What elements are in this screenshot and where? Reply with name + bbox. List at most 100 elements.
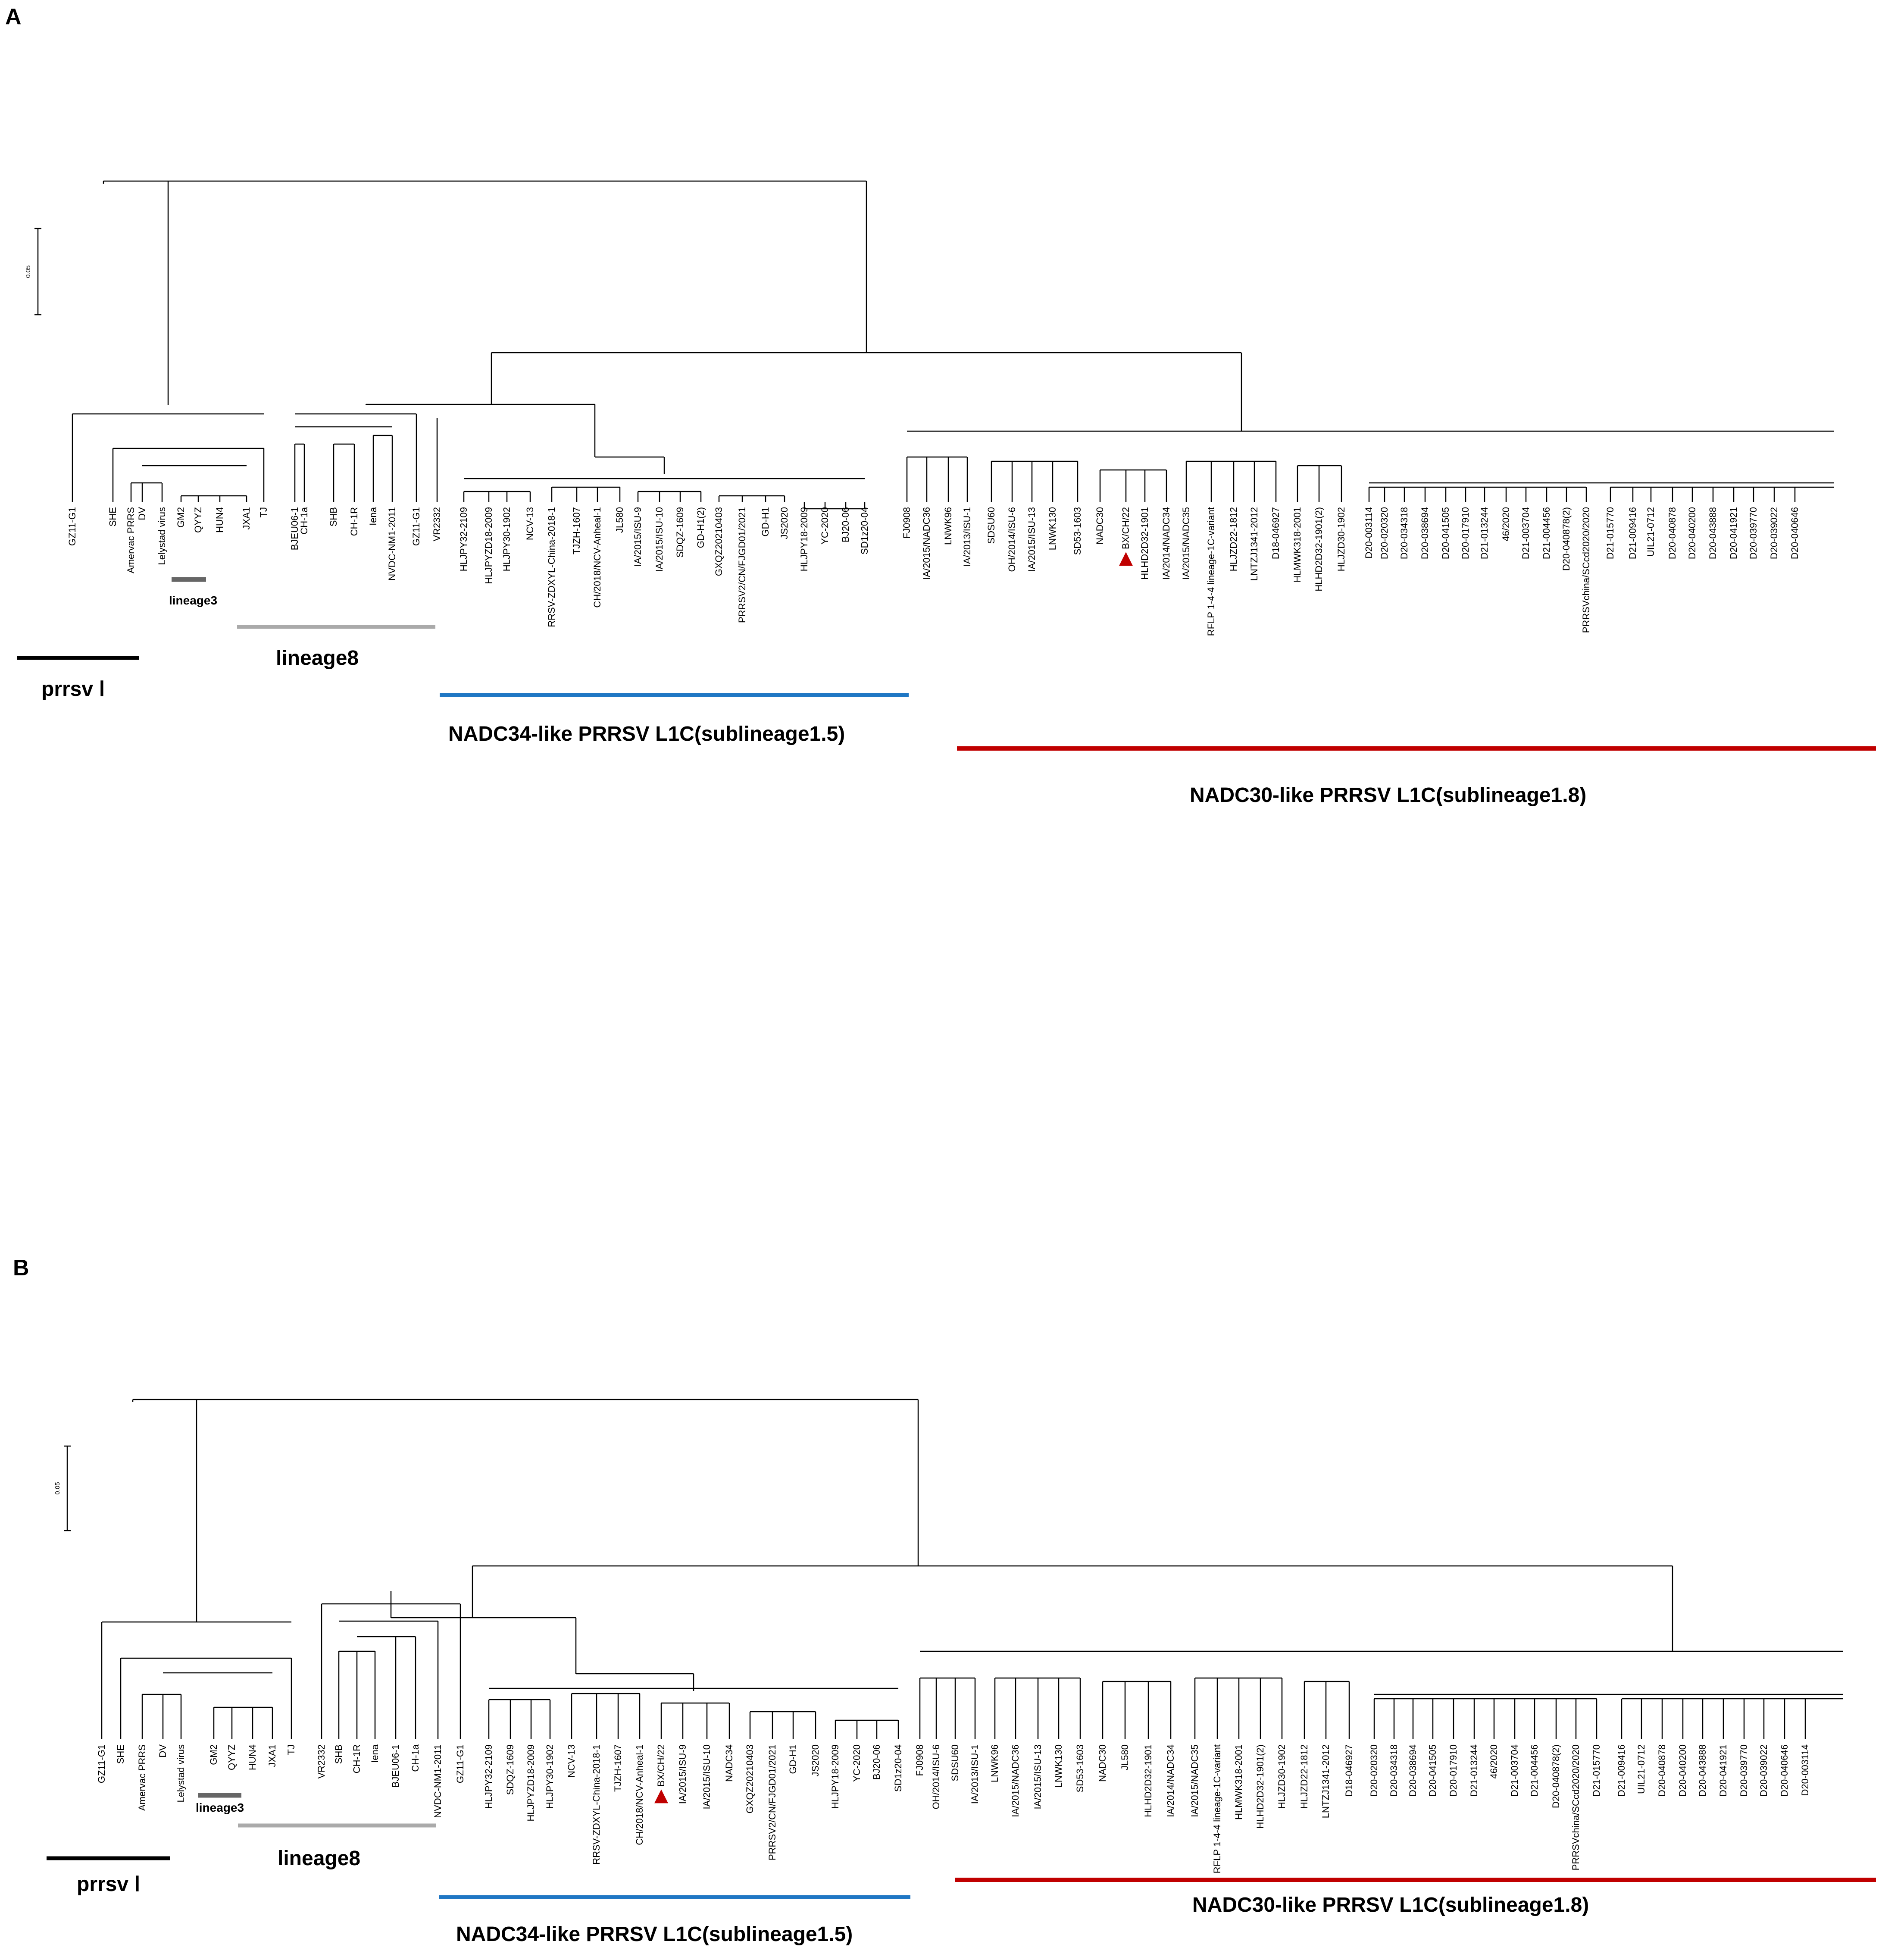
leaf-label: Amervac PRRS: [125, 507, 136, 573]
leaf-label: SD1z20-04: [859, 507, 870, 554]
leaf-label: BX/CH/22: [656, 1744, 666, 1787]
leaf-label: DV: [157, 1744, 168, 1758]
leaf-label: VR2332: [316, 1744, 327, 1779]
leaf-label: HLJPY30-1902: [544, 1744, 555, 1809]
leaf-label: D20-041505: [1427, 1744, 1438, 1797]
leaf-label: Iena: [369, 1744, 380, 1763]
leaf-label: RRSV-ZDXYL-China-2018-1: [546, 507, 557, 627]
leaf-label: D20-003114: [1363, 507, 1374, 558]
leaf-label: HLJPY32-2109: [483, 1744, 494, 1809]
leaf-label: D20-040646: [1789, 507, 1800, 559]
leaf-label: HLHD2D32-1901(2): [1313, 507, 1324, 592]
prrsv1-clade-label: prrsv Ⅰ: [41, 678, 105, 701]
leaf-label: JS2020: [810, 1744, 821, 1777]
leaf-label: D18-046927: [1270, 507, 1281, 559]
leaf-label: HLHD2D32-1901: [1139, 507, 1150, 580]
leaf-label: SDSU60: [950, 1744, 960, 1782]
leaf-label: PRRSVchina/SCcd2020/2020: [1570, 1744, 1581, 1870]
leaf-label: NVDC-NM1-2011: [432, 1744, 443, 1818]
scale-label: 0.05: [54, 1482, 61, 1494]
leaf-label: UIL21-0712: [1636, 1744, 1647, 1794]
leaf-label: D20-017910: [1460, 507, 1471, 559]
leaf-label: D20-043888: [1697, 1744, 1708, 1797]
leaf-label: D20-020320: [1369, 1744, 1379, 1797]
leaf-label: TJZH-1607: [571, 507, 582, 554]
leaf-label: D20-040646: [1779, 1744, 1790, 1797]
leaf-label: GD-H1: [788, 1744, 798, 1774]
leaf-label: BJ20-06: [871, 1744, 882, 1780]
leaf-label: GZ11-G1: [96, 1744, 107, 1783]
leaf-label: BJEU06-1: [289, 507, 300, 550]
leaf-label: NADC30: [1097, 1744, 1108, 1782]
leaf-label: QYYZ: [226, 1744, 237, 1770]
leaf-label: JL580: [1119, 1744, 1130, 1770]
leaf-label: SD53-1603: [1075, 1744, 1085, 1792]
leaf-label: SHE: [115, 1744, 126, 1764]
leaf-label: HLJPYZD18-2009: [525, 1744, 536, 1822]
leaf-label: SDQZ-1609: [505, 1744, 516, 1795]
prrsv1-clade-label: prrsv Ⅰ: [77, 1873, 141, 1896]
leaf-label: IA/2015/ISU-9: [632, 507, 643, 567]
leaf-label: LNWK130: [1053, 1744, 1064, 1788]
leaf-label: D20-041505: [1440, 507, 1451, 559]
leaf-label: HLJPY18-2009: [799, 507, 810, 571]
leaf-label: D20-034318: [1388, 1744, 1399, 1797]
leaf-label: IA/2015/ISU-10: [654, 507, 665, 572]
leaf-label: D20-039770: [1748, 507, 1759, 559]
leaf-label: IA/2014/NADC34: [1161, 507, 1172, 580]
leaf-label: IA/2015/ISU-13: [1032, 1744, 1043, 1809]
leaf-label: D20-038694: [1419, 507, 1430, 559]
leaf-label: LNWK130: [1047, 507, 1058, 550]
leaf-label: GM2: [208, 1744, 219, 1765]
leaf-label: HLMWK318-2001: [1233, 1744, 1244, 1820]
leaf-label: VR2332: [431, 507, 442, 542]
leaf-label: IA/2015/NADC35: [1181, 507, 1191, 580]
leaf-label: IA/2015/NADC36: [1010, 1744, 1021, 1817]
leaf-label: RFLP 1-4-4 lineage-1C-variant: [1212, 1744, 1222, 1873]
leaf-label: IA/2014/NADC34: [1165, 1744, 1176, 1817]
lineage8-clade-label: lineage8: [276, 647, 359, 670]
nadc34-clade-label: NADC34-like PRRSV L1C(sublineage1.5): [456, 1923, 853, 1946]
leaf-label: NCV-13: [566, 1744, 577, 1778]
leaf-label: 46/2020: [1501, 507, 1511, 542]
leaf-label: JS2020: [779, 507, 790, 539]
leaf-label: GZ11-G1: [411, 507, 422, 546]
leaf-label: BX/CH/22: [1120, 507, 1131, 549]
leaf-label: Iena: [368, 507, 378, 526]
leaf-label: IA/2015/ISU-13: [1026, 507, 1037, 572]
leaf-label: D20-041921: [1728, 507, 1739, 559]
leaf-label: PRRSV2/CN/FJGD01/2021: [737, 507, 747, 623]
leaf-label: D21-015770: [1605, 507, 1616, 559]
leaf-label: CH-1a: [410, 1744, 421, 1772]
leaf-label: PRRSVchina/SCcd2020/2020: [1581, 507, 1591, 633]
leaf-label: BJ20-06: [840, 507, 851, 542]
leaf-label: HUN4: [214, 507, 225, 533]
leaf-label: D21-003704: [1509, 1744, 1520, 1797]
leaf-label: D20-003114: [1800, 1744, 1810, 1796]
leaf-label: D20-040200: [1677, 1744, 1688, 1797]
leaf-label: GZ11-G1: [67, 507, 78, 546]
leaf-label: LNTZJ1341-2012: [1249, 507, 1260, 581]
leaf-label: D20-039022: [1769, 507, 1779, 559]
leaf-label: TJ: [258, 507, 269, 517]
leaf-label: IA/2013/ISU-1: [969, 1744, 980, 1804]
leaf-label: NADC34: [724, 1744, 735, 1782]
leaf-label: TJ: [286, 1744, 297, 1755]
leaf-label: CH/2018/NCV-Anheal-1: [592, 507, 603, 608]
leaf-label: D20-040878(2): [1561, 507, 1572, 571]
leaf-label: SHE: [107, 507, 118, 526]
nadc30-clade-label: NADC30-like PRRSV L1C(sublineage1.8): [1192, 1894, 1589, 1916]
nadc34-clade-label: NADC34-like PRRSV L1C(sublineage1.5): [448, 723, 845, 745]
leaf-label: HLJZD30-1902: [1336, 507, 1347, 571]
leaf-label: D21-009416: [1616, 1744, 1627, 1797]
leaf-label: UIL21-0712: [1645, 507, 1656, 557]
leaf-label: SHB: [328, 507, 339, 526]
leaf-label: HLJPY30-1902: [501, 507, 512, 571]
lineage8-clade-label: lineage8: [278, 1847, 360, 1870]
leaf-label: Lelystad virus: [156, 507, 167, 565]
leaf-label: FJ0908: [901, 507, 912, 539]
leaf-label: D21-013244: [1469, 1744, 1479, 1797]
leaf-label: IA/2013/ISU-1: [962, 507, 972, 567]
leaf-label: HLJZD22-1812: [1228, 507, 1239, 571]
